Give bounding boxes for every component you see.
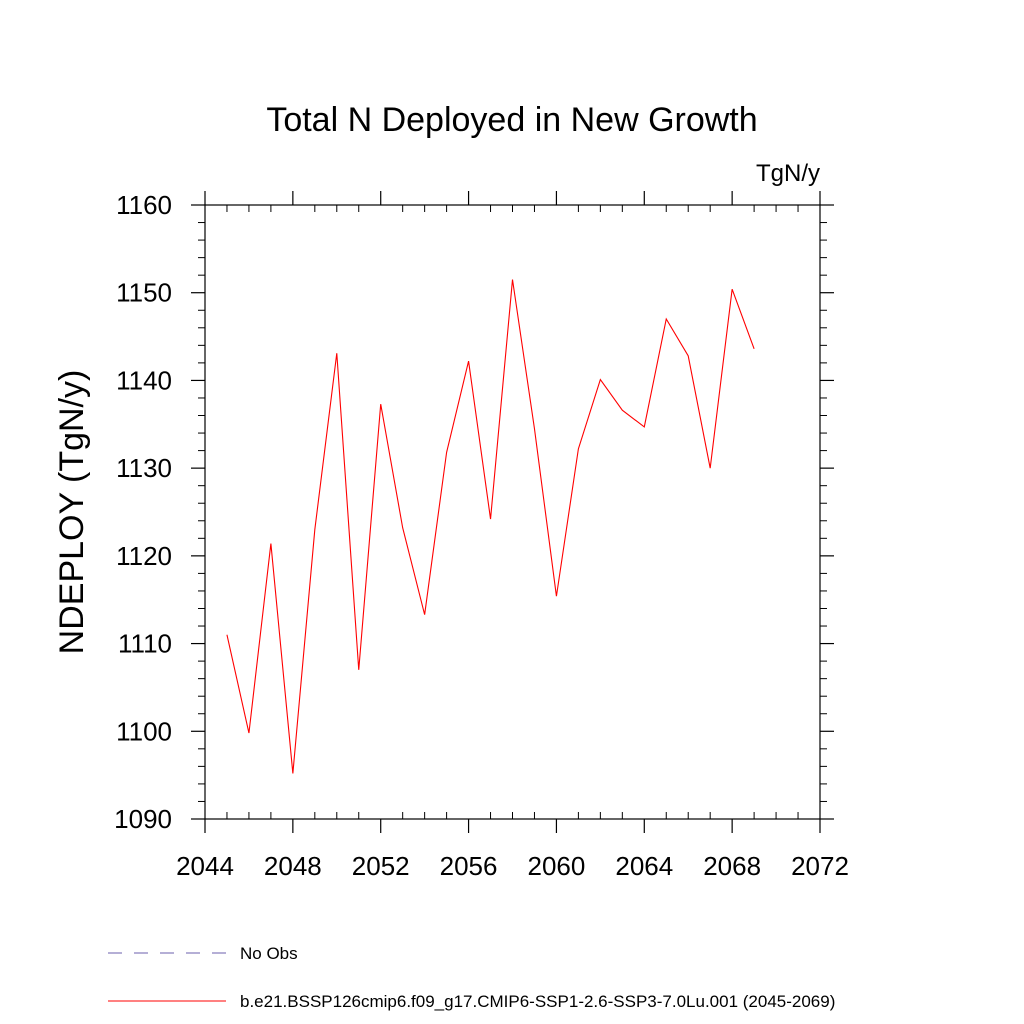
axes-layer: 2044 2048 2052 2056 2060 2064 2068 2072 1090 1100… xyxy=(114,190,849,881)
y-axis-label: NDEPLOY (TgN/y) xyxy=(53,370,91,655)
x-tick-label: 2072 xyxy=(791,851,849,881)
y-tick-label: 1160 xyxy=(116,190,172,220)
x-tick-label: 2052 xyxy=(352,851,410,881)
y-tick-label: 1140 xyxy=(116,365,172,395)
y-tick-label: 1150 xyxy=(116,278,172,308)
legend-label: b.e21.BSSP126cmip6.f09_g17.CMIP6-SSP1-2.… xyxy=(240,992,835,1011)
series-layer xyxy=(226,279,755,774)
y-tick-label: 1130 xyxy=(116,453,172,483)
y-tick-label: 1110 xyxy=(118,629,172,659)
y-tick-label: 1120 xyxy=(116,541,172,571)
x-tick-label: 2064 xyxy=(615,851,673,881)
y-tick-label: 1090 xyxy=(114,804,172,834)
legend: No Obs b.e21.BSSP126cmip6.f09_g17.CMIP6-S… xyxy=(108,944,835,1011)
x-tick-label: 2048 xyxy=(264,851,322,881)
units-label: TgN/y xyxy=(756,160,820,187)
chart-title: Total N Deployed in New Growth xyxy=(266,101,757,139)
x-tick-label: 2044 xyxy=(176,851,234,881)
legend-label: No Obs xyxy=(240,944,298,963)
x-tick-label: 2068 xyxy=(703,851,761,881)
y-tick-label: 1100 xyxy=(116,716,172,746)
x-tick-label: 2056 xyxy=(440,851,498,881)
series-line xyxy=(226,279,755,774)
x-tick-label: 2060 xyxy=(528,851,586,881)
